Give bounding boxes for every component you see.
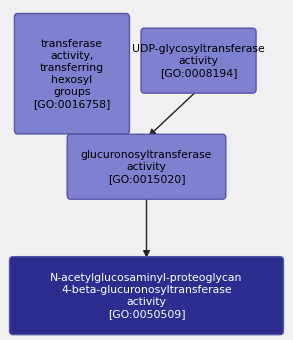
FancyBboxPatch shape	[141, 28, 256, 93]
Text: N-acetylglucosaminyl-proteoglycan
4-beta-glucuronosyltransferase
activity
[GO:00: N-acetylglucosaminyl-proteoglycan 4-beta…	[50, 273, 243, 319]
Text: glucuronosyltransferase
activity
[GO:0015020]: glucuronosyltransferase activity [GO:001…	[81, 150, 212, 184]
Text: UDP-glycosyltransferase
activity
[GO:0008194]: UDP-glycosyltransferase activity [GO:000…	[132, 44, 265, 78]
FancyBboxPatch shape	[9, 257, 284, 335]
FancyBboxPatch shape	[67, 134, 226, 199]
Text: transferase
activity,
transferring
hexosyl
groups
[GO:0016758]: transferase activity, transferring hexos…	[33, 39, 111, 109]
FancyBboxPatch shape	[14, 14, 130, 134]
